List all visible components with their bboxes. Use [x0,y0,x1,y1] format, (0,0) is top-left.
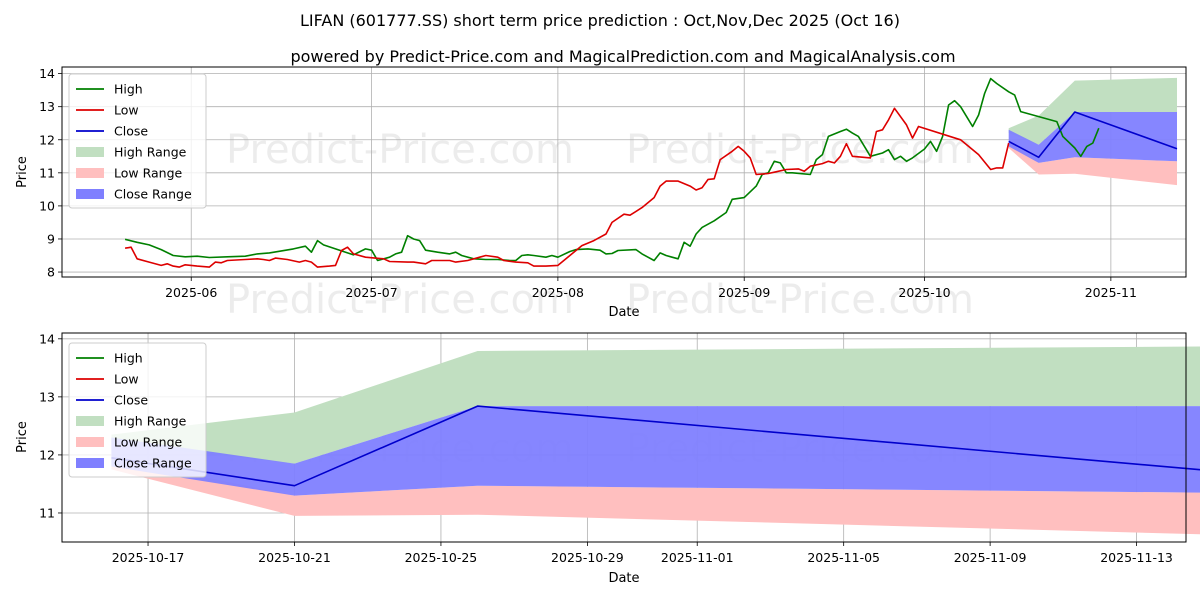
y-tick-label: 8 [47,265,55,280]
legend-label: Low Range [114,435,183,450]
low-range-swatch [76,168,104,178]
x-tick-label: 2025-10-29 [551,550,624,565]
y-tick-label: 14 [39,66,55,81]
legend: High Low Close High Range Low Range Close Ran… [68,342,207,478]
y-tick-label: 13 [39,389,55,404]
watermark: Predict-Price.com [626,127,974,173]
y-tick-label: 11 [39,165,55,180]
bottom-panel: Predict-Price.com Predict-Price.com 1112… [15,331,1200,586]
y-axis-label: Price [15,421,30,453]
legend-label: Low [114,372,139,387]
legend-label: Close [114,124,148,139]
low-range-swatch [76,437,104,447]
y-tick-label: 10 [39,198,55,213]
y-tick-label: 14 [39,331,55,346]
x-tick-label: 2025-08 [532,285,584,300]
x-axis: 2025-10-17 2025-10-21 2025-10-25 2025-10-29… [112,542,1173,565]
plot-frame [61,66,1187,278]
series-lines [124,77,1178,268]
x-axis-label: Date [608,305,639,320]
range-areas [111,346,1200,535]
y-tick-label: 11 [39,505,55,520]
plot-frame [61,332,1187,543]
top-panel: Predict-Price.com Predict-Price.com Pred… [15,66,1187,323]
x-tick-label: 2025-10 [898,285,950,300]
y-tick-label: 12 [39,132,55,147]
watermark: Predict-Price.com [226,127,574,173]
close-range-swatch [76,189,104,199]
x-tick-label: 2025-11-13 [1100,550,1173,565]
legend-label: High [114,82,143,97]
low-line [124,107,1010,268]
x-tick-label: 2025-11-01 [661,550,734,565]
chart-title: LIFAN (601777.SS) short term price predi… [300,11,900,30]
watermark: Predict-Price.com [626,277,974,323]
legend-label: Close Range [114,456,192,471]
x-tick-label: 2025-10-25 [405,550,478,565]
y-tick-label: 12 [39,447,55,462]
legend-label: High [114,351,143,366]
y-axis: 11 12 13 14 [39,331,62,520]
x-axis: 2025-06 2025-07 2025-08 2025-09 2025-10 2025-… [165,277,1137,300]
x-tick-label: 2025-10-17 [112,550,185,565]
y-axis-label: Price [15,156,30,188]
x-tick-label: 2025-11-09 [954,550,1027,565]
x-tick-label: 2025-11-05 [807,550,880,565]
range-areas [1008,77,1177,186]
y-tick-label: 9 [47,231,55,246]
legend-label: High Range [114,145,187,160]
close-range-swatch [76,458,104,468]
legend-label: Low [114,103,139,118]
high-line [124,77,1100,262]
low-range-area [111,457,1200,535]
watermark-group: Predict-Price.com Predict-Price.com Pred… [226,127,974,323]
legend-label: Close [114,393,148,408]
high-range-area [111,346,1200,464]
close-line [1008,111,1178,159]
x-tick-label: 2025-09 [718,285,770,300]
x-tick-label: 2025-10-21 [258,550,331,565]
x-tick-label: 2025-11 [1085,285,1137,300]
x-tick-label: 2025-07 [345,285,397,300]
chart-subtitle: powered by Predict-Price.com and Magical… [290,47,955,66]
high-range-swatch [76,147,104,157]
y-tick-label: 13 [39,99,55,114]
legend-label: High Range [114,414,187,429]
high-range-area [1008,77,1177,145]
legend: High Low Close High Range Low Range Close Ran… [68,73,207,209]
legend-label: Close Range [114,187,192,202]
low-range-area [1008,141,1177,186]
x-axis-label: Date [608,571,639,586]
high-range-swatch [76,416,104,426]
close-range-area [111,406,1200,496]
x-tick-label: 2025-06 [165,285,217,300]
close-range-area [1008,112,1177,163]
watermark: Predict-Price.com [226,277,574,323]
y-axis: 8 9 10 11 12 13 14 [39,66,62,280]
legend-label: Low Range [114,166,183,181]
